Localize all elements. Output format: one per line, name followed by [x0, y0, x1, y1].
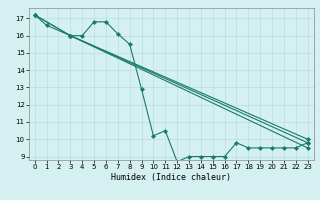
X-axis label: Humidex (Indice chaleur): Humidex (Indice chaleur): [111, 173, 231, 182]
